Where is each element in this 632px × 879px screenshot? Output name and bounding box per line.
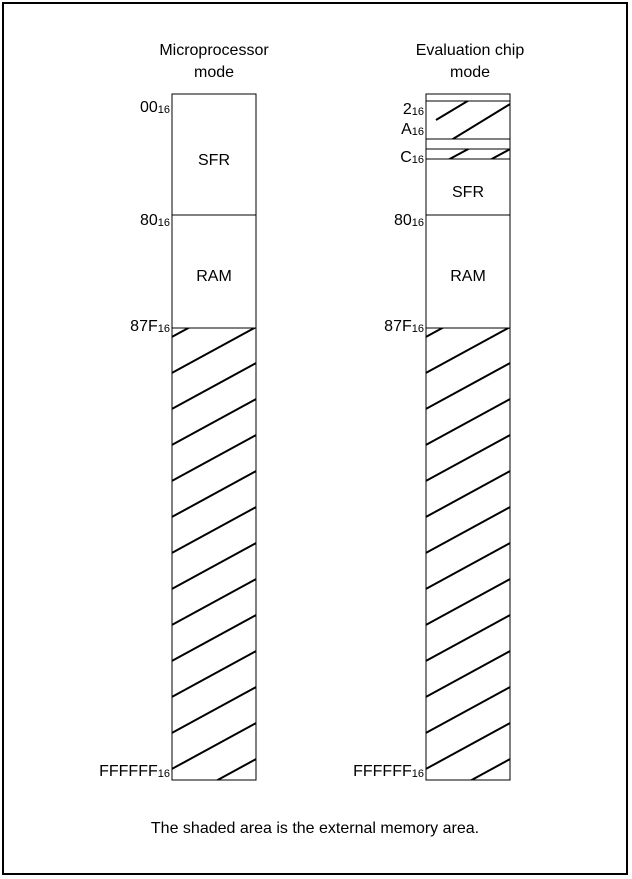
hatch-line (426, 361, 510, 411)
hatch-line (172, 541, 256, 591)
left-memory-column (171, 93, 257, 781)
right-address-87f: 87F16 (384, 318, 424, 335)
right-mid-reserved-hatch (447, 149, 510, 159)
hatch-line (172, 613, 256, 663)
right-memory-column (425, 93, 511, 781)
hatch-line (172, 721, 256, 771)
hatch-line (172, 361, 256, 411)
left-address-ffffff: FFFFFF16 (99, 763, 170, 780)
hatch-line (426, 505, 510, 555)
hatch-line (426, 613, 510, 663)
right-address-ffffff: FFFFFF16 (353, 763, 424, 780)
hatch-line (469, 757, 510, 780)
hatch-line (426, 541, 510, 591)
right-address-c: C16 (400, 149, 424, 166)
hatch-line (426, 577, 510, 627)
hatch-line (172, 433, 256, 483)
hatch-line (215, 757, 256, 780)
hatch-line (172, 328, 256, 375)
hatch-line (426, 685, 510, 735)
left-column-title-line2: mode (193, 64, 235, 81)
left-address-00: 0016 (139, 99, 170, 116)
hatch-line (426, 328, 510, 375)
hatch-line (172, 505, 256, 555)
right-address-80: 8016 (393, 212, 424, 229)
right-external-area-hatch (426, 328, 510, 780)
hatch-line (426, 469, 510, 519)
hatch-line (426, 721, 510, 771)
right-address-2: 216 (402, 101, 424, 118)
left-external-area-hatch (172, 328, 256, 780)
caption: The shaded area is the external memory a… (150, 820, 480, 837)
right-column-title-line2: mode (449, 64, 491, 81)
right-ram-label: RAM (450, 268, 486, 285)
hatch-line (172, 649, 256, 699)
hatch-line (426, 397, 510, 447)
hatch-line (426, 649, 510, 699)
left-ram-label: RAM (196, 268, 232, 285)
hatch-line (172, 685, 256, 735)
right-sfr-label: SFR (452, 184, 484, 201)
hatch-line (172, 577, 256, 627)
hatch-line (426, 433, 510, 483)
hatch-line (172, 469, 256, 519)
hatch-line (172, 328, 191, 339)
left-sfr-label: SFR (198, 152, 230, 169)
right-address-a: A16 (401, 121, 424, 138)
left-address-87f: 87F16 (130, 318, 170, 335)
left-column-title-line1: Microprocessor (159, 42, 269, 59)
left-address-80: 8016 (139, 212, 170, 229)
right-top-reserved-hatch (435, 101, 510, 139)
hatch-line (172, 397, 256, 447)
right-column-title-line1: Evaluation chip (415, 42, 525, 59)
hatch-line (426, 328, 445, 339)
